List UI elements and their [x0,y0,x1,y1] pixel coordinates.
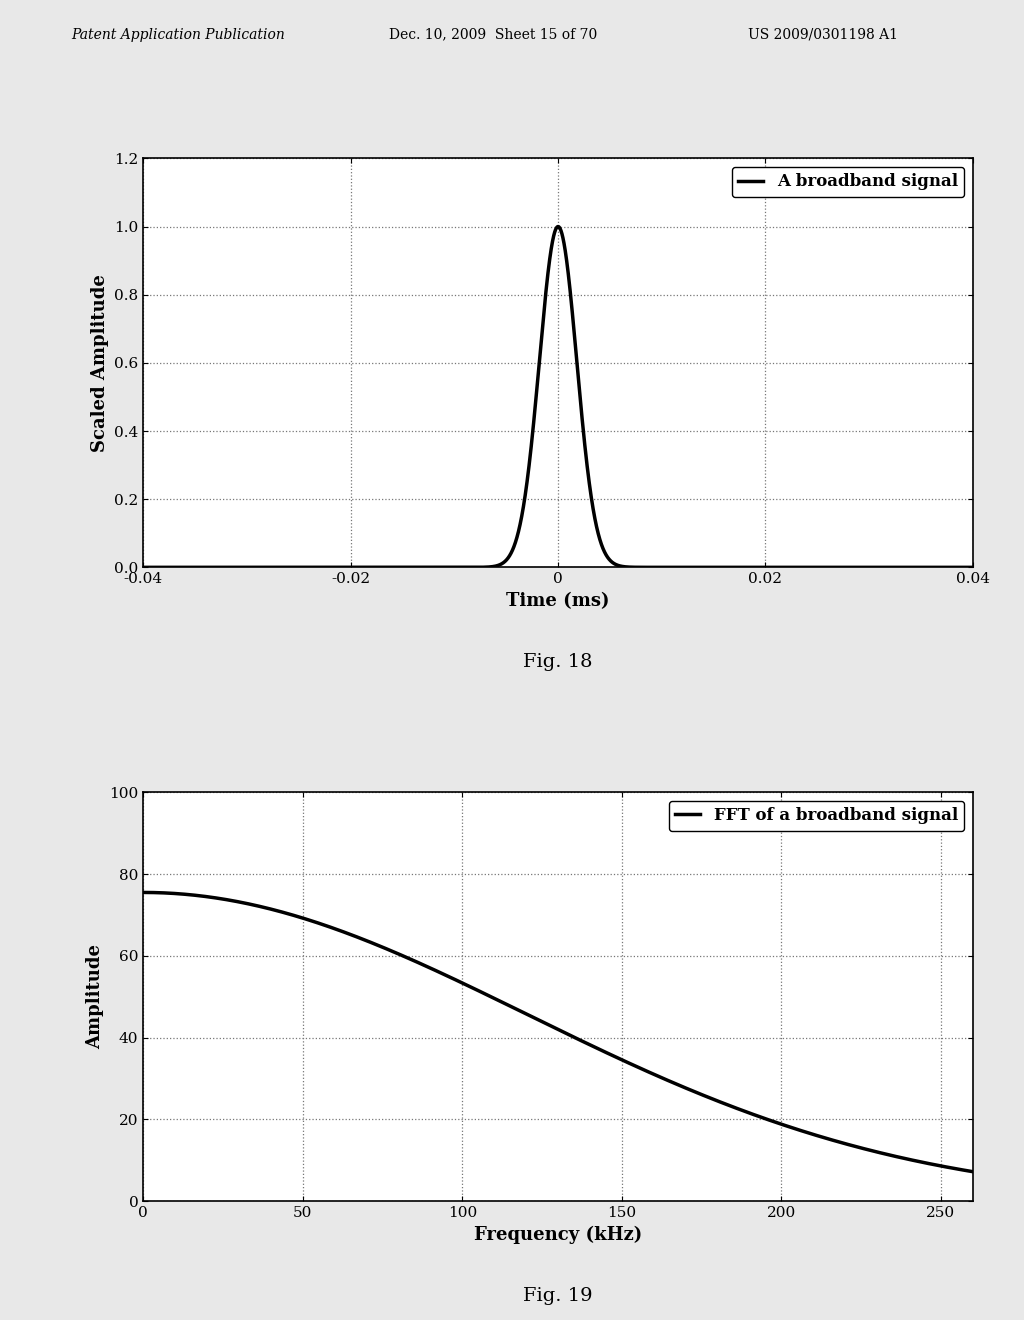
Text: Fig. 19: Fig. 19 [523,1287,593,1305]
Y-axis label: Scaled Amplitude: Scaled Amplitude [91,275,109,451]
Text: Dec. 10, 2009  Sheet 15 of 70: Dec. 10, 2009 Sheet 15 of 70 [389,28,597,42]
X-axis label: Frequency (kHz): Frequency (kHz) [474,1225,642,1243]
Legend: FFT of a broadband signal: FFT of a broadband signal [669,801,965,830]
Y-axis label: Amplitude: Amplitude [86,944,103,1049]
Legend: A broadband signal: A broadband signal [732,166,965,197]
Text: Patent Application Publication: Patent Application Publication [72,28,286,42]
X-axis label: Time (ms): Time (ms) [506,591,610,610]
Text: Fig. 18: Fig. 18 [523,653,593,671]
Text: US 2009/0301198 A1: US 2009/0301198 A1 [748,28,897,42]
